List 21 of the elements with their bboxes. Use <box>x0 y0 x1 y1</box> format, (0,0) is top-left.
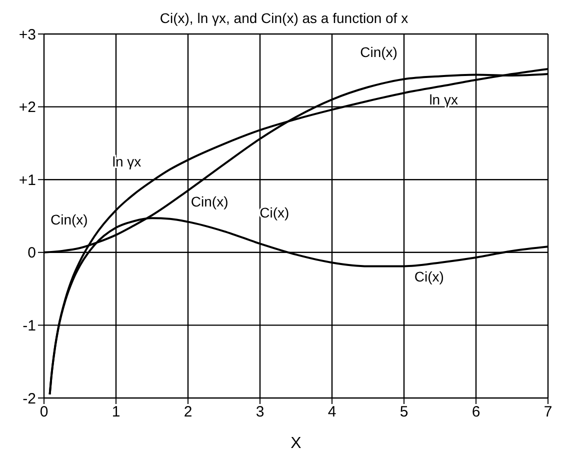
x-tick-label: 5 <box>400 404 408 421</box>
text: Cin(x) <box>50 212 88 228</box>
series-label: Cin(x) <box>190 193 228 210</box>
series-label: Ci(x) <box>414 268 444 284</box>
series-label: ln γx <box>429 91 458 108</box>
y-tick-label: -2 <box>22 390 36 408</box>
x-tick-label: 4 <box>328 404 336 421</box>
x-axis-title: X <box>290 435 302 452</box>
x-tick-label: 0 <box>40 404 48 421</box>
x-tick-label: 2 <box>184 404 192 421</box>
y-tick-label: +1 <box>18 172 36 189</box>
y-tick-label: +2 <box>18 99 36 116</box>
y-tick-label: 0 <box>28 244 36 262</box>
x-tick-label: 1 <box>112 404 120 421</box>
x-tick-label: 7 <box>544 404 552 421</box>
x-tick-label: 3 <box>256 404 264 421</box>
y-tick-label: +3 <box>18 26 36 44</box>
x-tick-label: 6 <box>472 404 480 421</box>
chart-title: Ci(x), ln γx, and Cin(x) as a function of x <box>158 9 410 28</box>
text: Cin(x) <box>360 44 398 60</box>
y-tick-label: -1 <box>22 318 36 335</box>
